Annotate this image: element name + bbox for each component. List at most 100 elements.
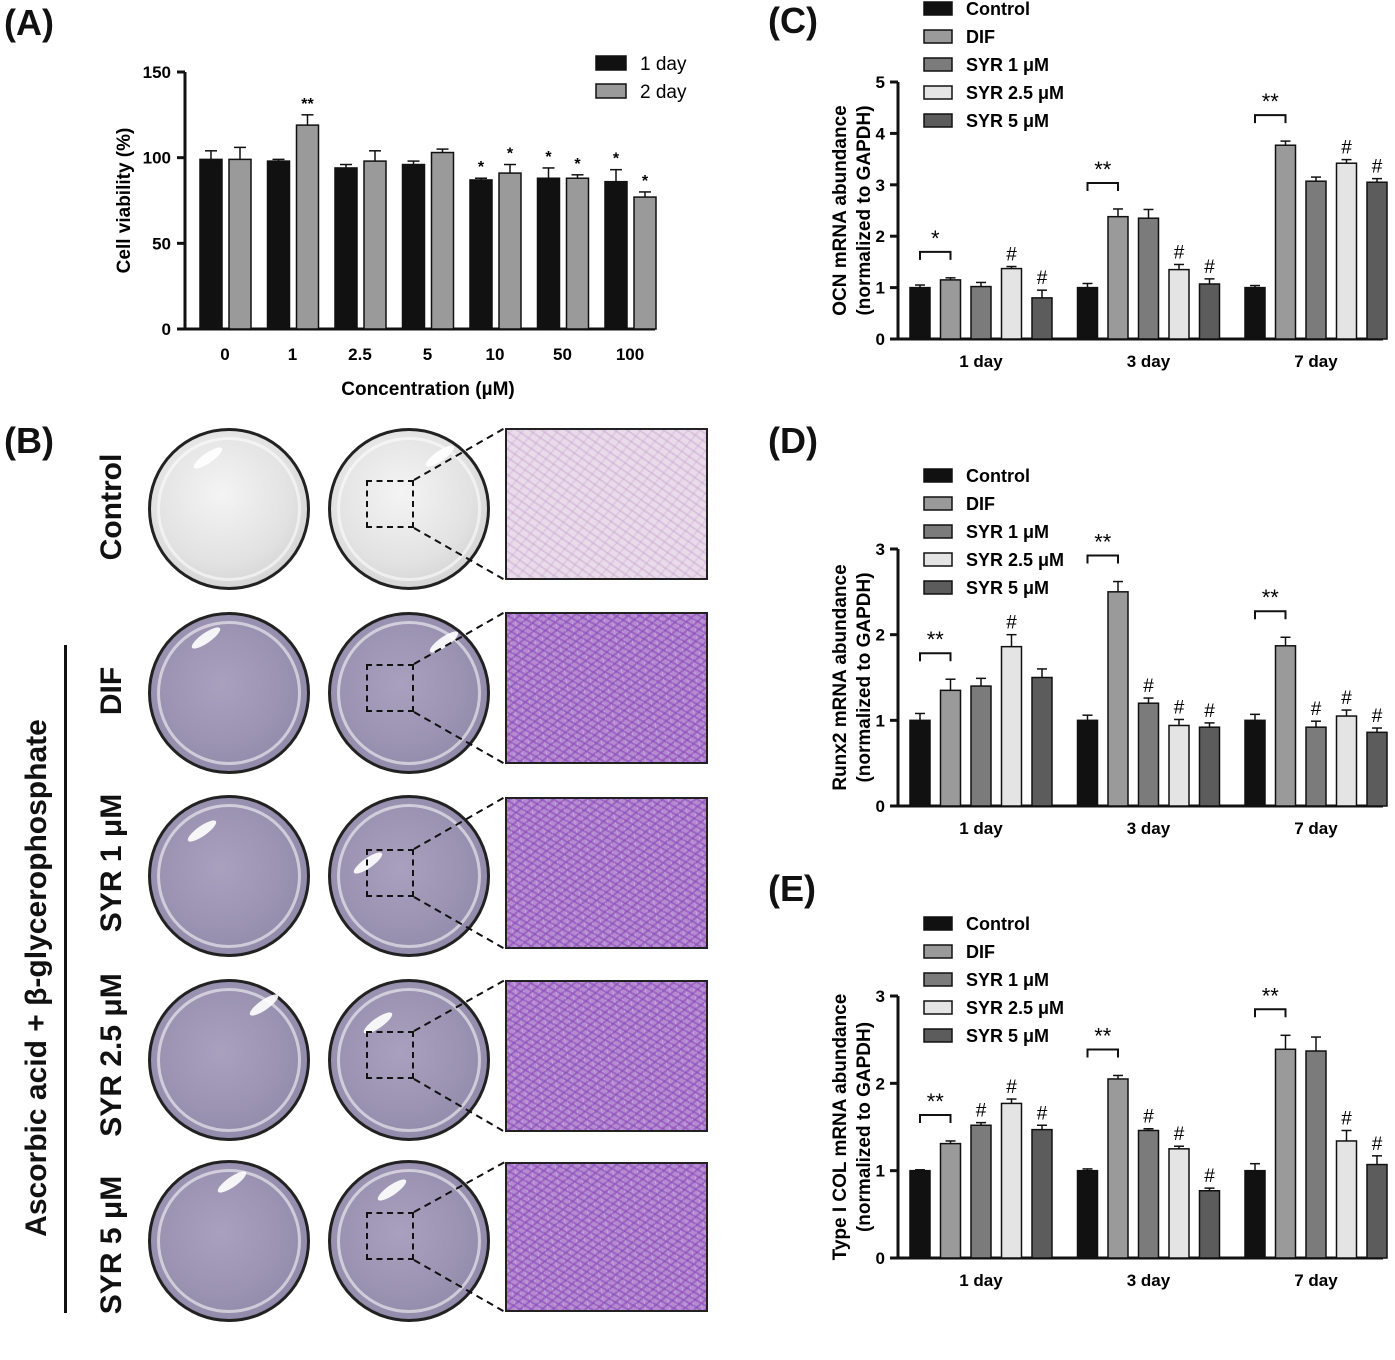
legend-label: SYR 1 μM (966, 55, 1049, 75)
legend-swatch (923, 29, 953, 44)
bar (1076, 286, 1099, 340)
legend-label: 1 day (640, 54, 687, 75)
bar (1031, 1128, 1053, 1259)
legend-label: SYR 2.5 μM (966, 550, 1064, 570)
well-image (148, 612, 310, 774)
y-tick-label: 4 (876, 124, 886, 143)
significance-bracket (919, 250, 952, 260)
x-tick-label: 10 (486, 345, 505, 364)
bar (1000, 267, 1023, 340)
well-image (148, 1160, 310, 1322)
well-image (328, 979, 490, 1141)
legend-swatch (923, 944, 953, 959)
bar (970, 285, 992, 340)
x-tick-label: 3 day (1127, 1271, 1171, 1290)
y-tick-label: 0 (876, 1249, 885, 1268)
significance-mark: # (976, 1101, 987, 1122)
bar (1137, 702, 1160, 807)
significance-bracket (1254, 1008, 1287, 1018)
bar (1366, 1163, 1388, 1259)
legend-label: Control (966, 0, 1030, 19)
well-image (328, 1160, 490, 1322)
legend-swatch (923, 468, 953, 483)
bar (1076, 719, 1099, 807)
well-image (148, 979, 310, 1141)
significance-mark: * (545, 149, 552, 166)
legend-label: SYR 2.5 μM (966, 998, 1064, 1018)
bar (1168, 724, 1190, 807)
y-tick-label: 1 (876, 1162, 885, 1181)
bar (1305, 180, 1327, 340)
bar (1335, 715, 1358, 807)
significance-mark: # (1372, 706, 1383, 727)
significance-mark: # (1372, 157, 1383, 178)
bar (1366, 181, 1388, 340)
bar (1305, 726, 1327, 807)
y-tick-label: 50 (152, 234, 171, 253)
bar (1244, 1169, 1266, 1259)
bar (1107, 215, 1129, 340)
bracket-mark: ** (1094, 1023, 1112, 1048)
bar (1274, 144, 1297, 340)
significance-mark: ** (301, 96, 314, 113)
bar (939, 689, 962, 807)
bracket-mark: ** (1262, 89, 1280, 114)
legend-swatch (923, 916, 953, 931)
legend-swatch (923, 552, 953, 567)
y-tick-label: 3 (876, 176, 885, 195)
bar (1031, 297, 1053, 340)
legend-label: SYR 5 μM (966, 111, 1049, 131)
bar (1168, 1148, 1190, 1259)
significance-mark: # (1174, 697, 1185, 718)
y-axis-label: OCN mRNA abundance (830, 105, 851, 315)
zoom-region (366, 664, 414, 712)
significance-mark: * (642, 173, 649, 190)
significance-mark: # (1204, 701, 1215, 722)
bracket-mark: ** (1094, 530, 1112, 555)
legend-swatch (923, 85, 953, 100)
bar (1335, 162, 1358, 340)
y-tick-label: 3 (876, 540, 885, 559)
x-tick-label: 3 day (1127, 352, 1171, 371)
bar (1107, 591, 1129, 807)
panel-label-a: (A) (4, 2, 54, 43)
micrograph (505, 797, 708, 949)
well-image (148, 428, 310, 590)
y-tick-label: 2 (876, 626, 885, 645)
legend-swatch (923, 1000, 953, 1015)
significance-mark: # (1341, 1108, 1352, 1129)
legend-label: Control (966, 466, 1030, 486)
legend-swatch (595, 83, 627, 99)
significance-bracket (919, 1113, 952, 1123)
bar (1000, 645, 1023, 807)
well-image (148, 795, 310, 957)
x-tick-label: 7 day (1294, 1271, 1338, 1290)
y-tick-label: 5 (876, 73, 885, 92)
legend-label: SYR 2.5 μM (966, 83, 1064, 103)
bar (1137, 217, 1160, 340)
y-axis-label-2: (normalized to GAPDH) (854, 572, 875, 782)
legend-swatch (923, 113, 953, 128)
x-tick-label: 1 (288, 345, 297, 364)
y-axis-label-2: (normalized to GAPDH) (854, 105, 875, 315)
group-divider (64, 645, 67, 1313)
y-tick-label: 0 (876, 330, 885, 349)
zoom-region (366, 1031, 414, 1079)
y-tick-label: 2 (876, 1074, 885, 1093)
x-tick-label: 0 (220, 345, 229, 364)
x-tick-label: 3 day (1127, 819, 1171, 838)
legend-label: SYR 5 μM (966, 1026, 1049, 1046)
bar (909, 1169, 931, 1259)
micrograph (505, 1162, 708, 1312)
bar (1107, 1078, 1129, 1259)
legend-label: SYR 5 μM (966, 578, 1049, 598)
x-tick-label: 7 day (1294, 819, 1338, 838)
bar (1198, 283, 1221, 340)
y-axis-label-2: (normalized to GAPDH) (854, 1022, 875, 1232)
legend-swatch (923, 972, 953, 987)
significance-mark: # (1143, 676, 1154, 697)
significance-mark: # (1372, 1134, 1383, 1155)
legend-swatch (923, 1, 953, 16)
significance-mark: * (478, 159, 485, 176)
legend-label: DIF (966, 27, 995, 47)
